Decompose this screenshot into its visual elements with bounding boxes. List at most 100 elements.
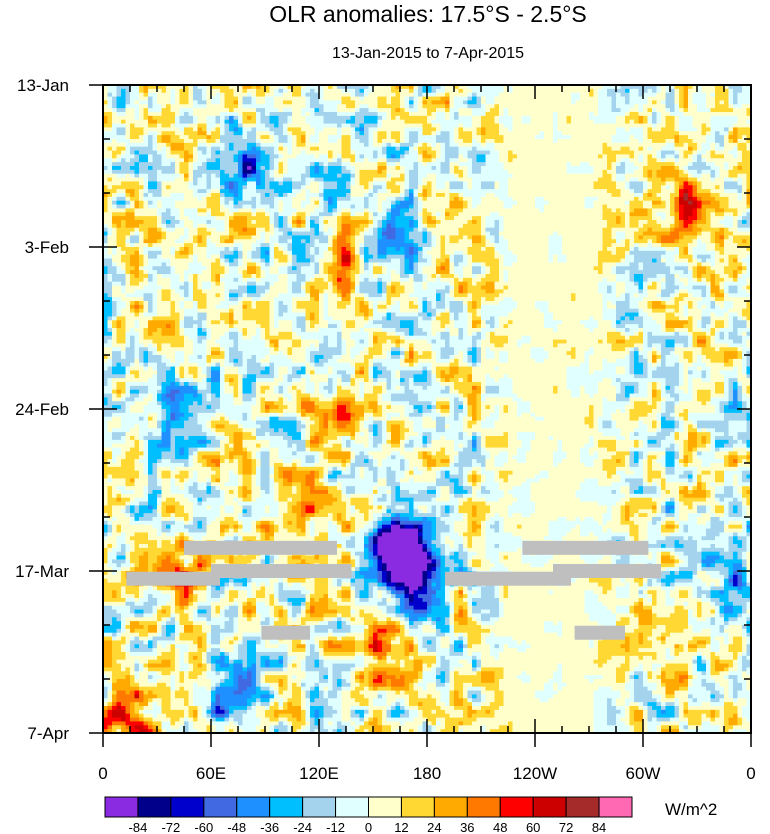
heatmap-cell [607,170,612,174]
heatmap-cell [742,131,747,135]
heatmap-cell [117,135,122,139]
heatmap-cell [351,151,356,155]
heatmap-cell [630,124,635,128]
heatmap-cell [679,112,684,116]
heatmap-cell [324,108,329,112]
heatmap-cell [306,197,311,201]
heatmap-cell [711,189,716,193]
heatmap-cell [738,178,743,182]
heatmap-cell [319,104,324,108]
heatmap-cell [171,193,176,197]
heatmap-cell [400,97,405,101]
heatmap-cell [310,189,315,193]
heatmap-cell [441,143,446,147]
heatmap-cell [589,189,594,193]
heatmap-cell [378,97,383,101]
heatmap-cell [373,139,378,143]
heatmap-cell [306,162,311,166]
heatmap-cell [639,189,644,193]
heatmap-cell [270,143,275,147]
heatmap-cell [292,97,297,101]
heatmap-cell [319,89,324,93]
heatmap-cell [598,104,603,108]
heatmap-cell [135,205,140,209]
heatmap-cell [576,108,581,112]
heatmap-cell [468,174,473,178]
heatmap-cell [297,197,302,201]
heatmap-cell [495,131,500,135]
heatmap-cell [459,151,464,155]
heatmap-cell [720,120,725,124]
heatmap-cell [157,201,162,205]
heatmap-cell [193,89,198,93]
heatmap-cell [684,208,689,212]
heatmap-cell [342,181,347,185]
heatmap-cell [189,104,194,108]
heatmap-cell [130,89,135,93]
heatmap-cell [531,127,536,131]
heatmap-cell [688,89,693,93]
heatmap-cell [319,166,324,170]
heatmap-cell [724,100,729,104]
heatmap-cell [432,197,437,201]
heatmap-cell [216,170,221,174]
heatmap-cell [342,170,347,174]
heatmap-cell [742,124,747,128]
heatmap-cell [139,166,144,170]
heatmap-cell [364,112,369,116]
heatmap-cell [319,120,324,124]
heatmap-cell [324,170,329,174]
heatmap-cell [625,185,630,189]
heatmap-cell [504,189,509,193]
heatmap-cell [648,208,653,212]
heatmap-cell [279,185,284,189]
heatmap-cell [594,170,599,174]
heatmap-cell [144,97,149,101]
heatmap-cell [616,174,621,178]
heatmap-cell [387,201,392,205]
heatmap-cell [612,127,617,131]
heatmap-cell [310,124,315,128]
heatmap-cell [153,100,158,104]
heatmap-cell [135,97,140,101]
heatmap-cell [490,97,495,101]
heatmap-cell [711,127,716,131]
heatmap-cell [486,108,491,112]
heatmap-cell [310,208,315,212]
heatmap-cell [454,124,459,128]
heatmap-cell [153,162,158,166]
heatmap-cell [256,216,261,220]
heatmap-cell [198,216,203,220]
heatmap-cell [643,185,648,189]
heatmap-cell [292,205,297,209]
heatmap-cell [594,212,599,216]
heatmap-cell [310,193,315,197]
heatmap-cell [742,104,747,108]
heatmap-cell [333,104,338,108]
heatmap-cell [643,170,648,174]
heatmap-cell [468,108,473,112]
heatmap-cell [112,201,117,205]
heatmap-cell [697,151,702,155]
heatmap-cell [369,162,374,166]
heatmap-cell [328,112,333,116]
heatmap-cell [472,154,477,158]
heatmap-cell [238,193,243,197]
heatmap-cell [153,143,158,147]
heatmap-cell [535,139,540,143]
heatmap-cell [130,108,135,112]
heatmap-cell [477,131,482,135]
heatmap-cell [346,212,351,216]
heatmap-cell [567,162,572,166]
heatmap-cell [553,212,558,216]
heatmap-cell [432,216,437,220]
heatmap-cell [733,212,738,216]
heatmap-cell [279,104,284,108]
heatmap-cell [486,147,491,151]
heatmap-cell [423,143,428,147]
heatmap-cell [652,97,657,101]
heatmap-cell [202,212,207,216]
heatmap-cell [121,143,126,147]
heatmap-cell [652,93,657,97]
heatmap-cell [162,127,167,131]
